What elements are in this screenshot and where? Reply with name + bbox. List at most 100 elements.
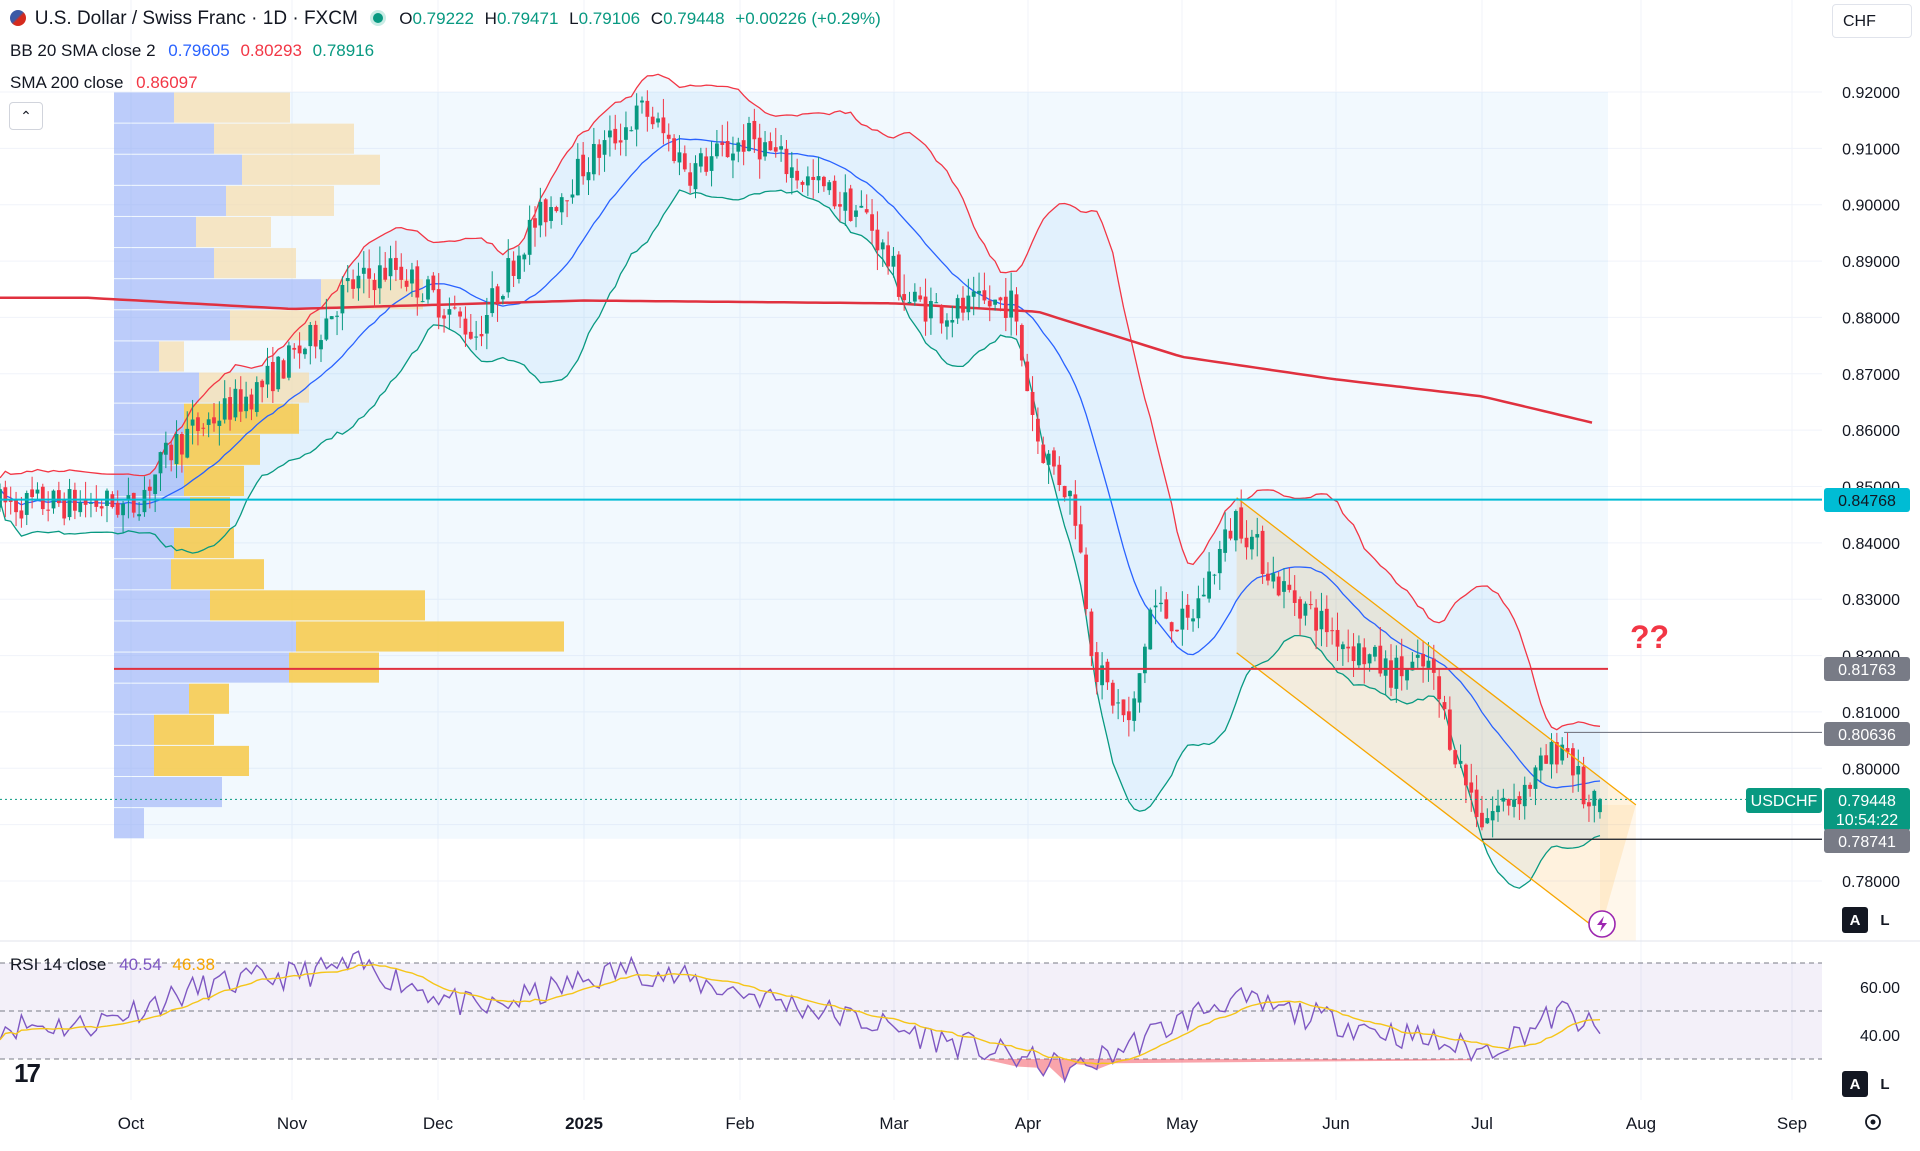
candle-body	[110, 494, 115, 508]
candle-body	[1019, 325, 1024, 361]
candle-body	[1116, 702, 1121, 704]
candle-body	[800, 181, 805, 185]
candle-body	[94, 499, 99, 507]
candle-body	[1415, 654, 1420, 658]
candle-body	[838, 204, 842, 207]
candle-body	[340, 284, 345, 314]
candle-body	[1453, 750, 1458, 765]
candle-body	[1437, 676, 1442, 700]
time-tick-label: Jun	[1322, 1114, 1349, 1133]
time-axis[interactable]: Oct Nov Dec 2025 Feb Mar Apr May Jun Jul Aug Sep	[118, 1114, 1807, 1133]
candle-body	[923, 296, 928, 322]
rsi-log-scale-button[interactable]: L	[1872, 1071, 1898, 1097]
time-tick-label: Mar	[879, 1114, 909, 1133]
volume-profile-up-bar	[114, 559, 171, 590]
candle-body	[618, 140, 623, 143]
candle-body	[495, 286, 500, 304]
candle-body	[1346, 646, 1351, 649]
volume-profile-up-bar	[114, 745, 154, 777]
candle-body	[640, 100, 644, 103]
candle-body	[30, 489, 34, 498]
volume-profile	[114, 92, 564, 839]
candle-body	[56, 490, 61, 504]
close-value: 0.79448	[663, 9, 725, 28]
candle-body	[950, 320, 955, 323]
candle-body	[276, 356, 281, 390]
candle-body	[538, 201, 543, 226]
candle-body	[977, 290, 981, 294]
channel-lower-line[interactable]	[1236, 652, 1601, 933]
candle-body	[1287, 584, 1292, 590]
lightning-icon[interactable]	[1588, 910, 1616, 938]
candle-body	[1335, 629, 1340, 647]
candle-body	[1383, 658, 1388, 676]
candle-body	[1271, 573, 1276, 582]
candle-body	[1003, 296, 1008, 318]
candle-body	[1373, 646, 1377, 657]
volume-profile-down-bar	[154, 745, 249, 777]
channel-upper-line[interactable]	[1236, 497, 1637, 806]
candle-body	[602, 140, 607, 155]
sma-legend[interactable]: SMA 200 close 0.86097	[10, 73, 198, 92]
auto-scale-button[interactable]: A	[1842, 907, 1868, 933]
candle-body	[1469, 782, 1474, 793]
candle-body	[1458, 760, 1463, 764]
candle-body	[490, 288, 495, 314]
symbol-legend[interactable]: U.S. Dollar / Swiss Franc · 1D · FXCM O0…	[10, 8, 881, 30]
candle-body	[345, 278, 350, 282]
candle-body	[1282, 581, 1286, 592]
candle-body	[1175, 629, 1179, 632]
candle-body	[875, 229, 880, 251]
candle-body	[356, 275, 361, 289]
rsi-legend[interactable]: RSI 14 close 40.54 46.38	[10, 955, 215, 974]
candle-body	[1598, 799, 1602, 813]
candle-body	[1399, 656, 1404, 677]
candle-body	[361, 267, 366, 274]
tradingview-logo[interactable]: 17	[14, 1058, 41, 1088]
label-recent-low: 0.78741	[1824, 829, 1910, 853]
candle-body	[613, 128, 618, 144]
change-value: +0.00226 (+0.29%)	[735, 9, 881, 28]
label-symbol: USDCHF	[1746, 788, 1822, 813]
volume-profile-down-bar	[159, 341, 184, 372]
volume-profile-down-bar	[296, 621, 564, 652]
svg-text:0.84768: 0.84768	[1838, 493, 1896, 510]
question-annotation[interactable]: ??	[1630, 619, 1669, 655]
candle-body	[313, 324, 318, 347]
candle-body	[912, 291, 917, 302]
volume-profile-down-bar	[174, 528, 234, 559]
candle-body	[1560, 744, 1565, 761]
log-scale-button[interactable]: L	[1872, 907, 1898, 933]
volume-profile-down-bar	[190, 496, 230, 528]
candle-body	[1105, 661, 1110, 683]
candle-body	[1250, 536, 1254, 550]
volume-profile-down-bar	[174, 92, 290, 123]
candle-body	[1036, 418, 1040, 442]
candle-body	[287, 345, 291, 378]
symbol-title[interactable]: U.S. Dollar / Swiss Franc · 1D · FXCM	[34, 8, 358, 29]
candle-body	[581, 154, 586, 177]
candle-body	[795, 170, 800, 181]
candle-body	[608, 130, 612, 138]
candle-body	[147, 486, 152, 491]
candle-body	[1303, 603, 1308, 616]
price-axis[interactable]: 0.780000.790000.800000.810000.820000.830…	[1842, 85, 1900, 891]
candle-body	[1255, 534, 1260, 538]
candle-body	[1496, 805, 1500, 813]
candle-body	[779, 146, 783, 150]
candle-body	[447, 309, 452, 315]
candle-body	[67, 489, 72, 518]
candle-body	[1143, 646, 1147, 674]
rsi-auto-scale-button[interactable]: A	[1842, 1071, 1868, 1097]
candle-body	[1148, 609, 1153, 650]
candle-body	[190, 419, 195, 426]
candle-body	[46, 509, 51, 511]
rsi-axis[interactable]: 40.00 60.00	[1860, 980, 1900, 1045]
currency-selector[interactable]: CHF	[1832, 4, 1912, 38]
settings-icon[interactable]	[1865, 1114, 1881, 1130]
bb-legend[interactable]: BB 20 SMA close 2 0.79605 0.80293 0.7891…	[10, 41, 375, 60]
candle-body	[1196, 598, 1201, 619]
low-value: 0.79106	[578, 9, 641, 28]
collapse-legend-button[interactable]: ⌃	[9, 102, 43, 130]
